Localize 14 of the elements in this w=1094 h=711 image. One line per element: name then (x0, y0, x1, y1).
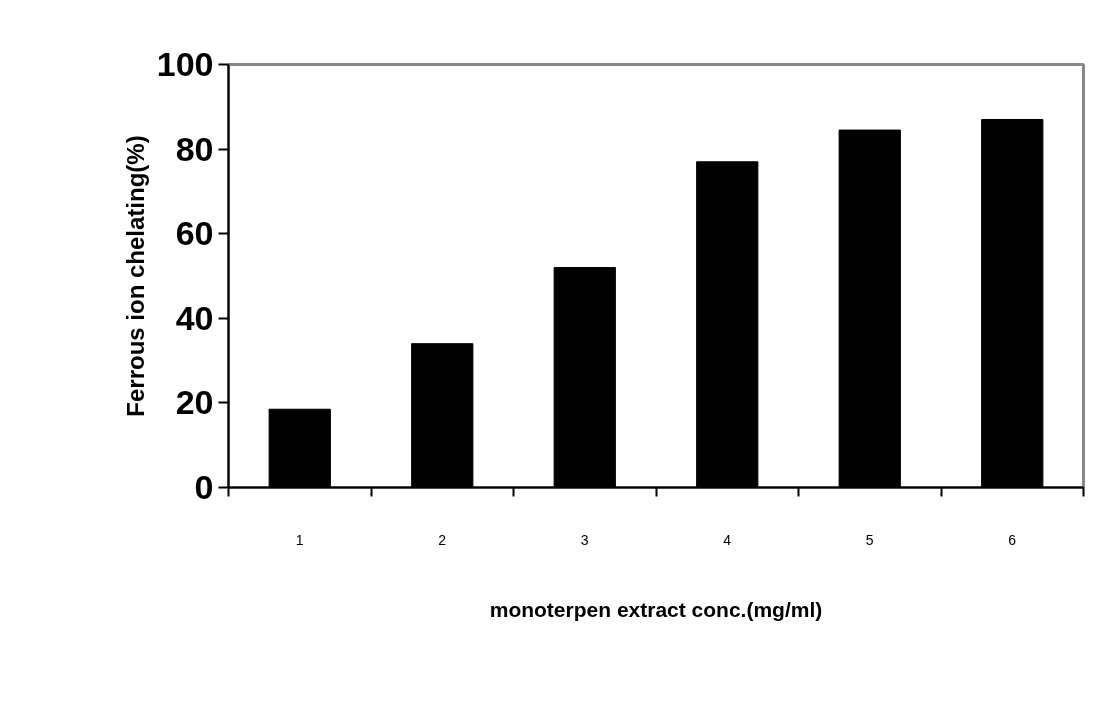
x-tick-label: 3 (580, 531, 589, 548)
y-tick-label: 60 (175, 214, 214, 253)
x-axis-title: monoterpen extract conc.(mg/ml) (489, 597, 823, 621)
x-tick-label: 6 (1008, 531, 1017, 548)
x-tick-label: 5 (865, 531, 874, 548)
y-tick-label: 100 (156, 45, 214, 83)
y-tick-label: 40 (175, 298, 214, 337)
y-tick-label: 80 (175, 129, 214, 168)
x-tick-label: 2 (438, 531, 447, 548)
x-tick-label: 4 (723, 531, 732, 548)
x-tick-label: 1 (295, 531, 304, 548)
y-tick-label: 20 (175, 383, 214, 422)
y-tick-label: 0 (194, 468, 214, 506)
y-axis-title: Ferrous ion chelating(%) (121, 135, 149, 417)
